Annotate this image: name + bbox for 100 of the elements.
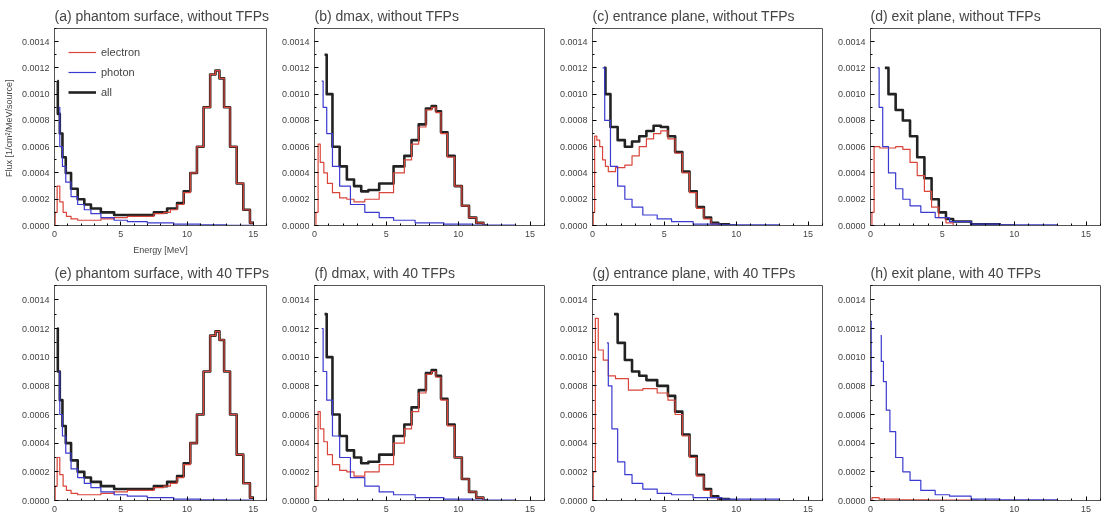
chart-title: (a) phantom surface, without TFPs xyxy=(54,7,269,24)
y-tick-label: 0.0010 xyxy=(281,89,310,100)
y-tick-label: 0.0006 xyxy=(21,141,50,152)
chart-title: (g) entrance plane, with 40 TFPs xyxy=(592,264,796,281)
y-tick-label: 0.0002 xyxy=(21,194,50,205)
chart-title: (c) entrance plane, without TFPs xyxy=(592,7,795,24)
y-tick-label: 0.0000 xyxy=(21,220,50,231)
y-tick-label: 0.0010 xyxy=(559,352,588,363)
y-tick-label: 0.0014 xyxy=(21,36,50,47)
y-tick-label: 0.0004 xyxy=(559,167,588,178)
y-tick-label: 0.0012 xyxy=(21,323,50,334)
x-tick-label: 0 xyxy=(590,228,596,239)
y-tick-label: 0.0004 xyxy=(837,167,866,178)
y-tick-label: 0.0008 xyxy=(837,380,866,391)
y-tick-label: 0.0000 xyxy=(21,495,50,506)
y-tick-label: 0.0012 xyxy=(559,323,588,334)
y-tick-label: 0.0012 xyxy=(559,62,588,73)
y-tick-label: 0.0002 xyxy=(559,466,588,477)
x-tick-label: 10 xyxy=(731,503,742,514)
y-tick-label: 0.0010 xyxy=(21,89,50,100)
y-tick-label: 0.0000 xyxy=(837,495,866,506)
y-tick-label: 0.0006 xyxy=(21,409,50,420)
x-tick-label: 15 xyxy=(803,228,814,239)
y-tick-label: 0.0010 xyxy=(21,352,50,363)
y-tick-label: 0.0000 xyxy=(837,220,866,231)
x-tick-label: 0 xyxy=(590,503,596,514)
y-tick-label: 0.0004 xyxy=(837,438,866,449)
y-tick-label: 0.0008 xyxy=(281,380,310,391)
y-tick-label: 0.0010 xyxy=(281,352,310,363)
x-axis-title: Energy [MeV] xyxy=(133,244,188,255)
y-tick-label: 0.0014 xyxy=(21,294,50,305)
y-tick-label: 0.0008 xyxy=(281,115,310,126)
y-tick-label: 0.0006 xyxy=(837,141,866,152)
y-tick-label: 0.0006 xyxy=(281,409,310,420)
x-tick-label: 5 xyxy=(118,503,124,514)
chart-title: (h) exit plane, with 40 TFPs xyxy=(870,264,1041,281)
y-tick-label: 0.0002 xyxy=(837,194,866,205)
chart-title: (f) dmax, with 40 TFPs xyxy=(314,264,456,281)
chart-title: (d) exit plane, without TFPs xyxy=(870,7,1041,24)
y-tick-label: 0.0002 xyxy=(559,194,588,205)
x-tick-label: 5 xyxy=(939,228,945,239)
y-tick-label: 0.0004 xyxy=(281,438,310,449)
x-tick-label: 5 xyxy=(383,503,389,514)
x-tick-label: 15 xyxy=(803,503,814,514)
legend-label: electron xyxy=(101,46,141,58)
x-tick-label: 10 xyxy=(181,503,193,514)
y-tick-label: 0.0006 xyxy=(837,409,866,420)
legend-label: photon xyxy=(101,66,135,78)
x-tick-label: 0 xyxy=(52,228,58,239)
y-tick-label: 0.0000 xyxy=(559,495,588,506)
x-tick-label: 10 xyxy=(453,503,464,514)
x-tick-label: 5 xyxy=(661,228,667,239)
chart-title: (e) phantom surface, with 40 TFPs xyxy=(54,264,269,281)
x-tick-label: 15 xyxy=(525,228,536,239)
y-tick-label: 0.0004 xyxy=(559,438,588,449)
x-tick-label: 10 xyxy=(181,228,193,239)
y-tick-label: 0.0010 xyxy=(837,89,866,100)
y-tick-label: 0.0012 xyxy=(281,62,310,73)
y-tick-label: 0.0010 xyxy=(837,352,866,363)
y-tick-label: 0.0012 xyxy=(837,323,866,334)
x-tick-label: 5 xyxy=(939,503,945,514)
y-tick-label: 0.0006 xyxy=(281,141,310,152)
legend-label: all xyxy=(101,86,113,98)
y-tick-label: 0.0008 xyxy=(21,380,50,391)
y-tick-label: 0.0012 xyxy=(21,62,50,73)
x-tick-label: 5 xyxy=(661,503,667,514)
x-tick-label: 0 xyxy=(868,228,874,239)
y-tick-label: 0.0014 xyxy=(559,294,588,305)
y-tick-label: 0.0004 xyxy=(281,167,310,178)
chart-title: (b) dmax, without TFPs xyxy=(314,7,459,24)
y-tick-label: 0.0004 xyxy=(21,438,50,449)
y-tick-label: 0.0000 xyxy=(559,220,588,231)
y-tick-label: 0.0014 xyxy=(559,36,588,47)
x-tick-label: 15 xyxy=(248,228,259,239)
x-tick-label: 15 xyxy=(1081,228,1092,239)
x-tick-label: 0 xyxy=(868,503,874,514)
y-tick-label: 0.0000 xyxy=(281,220,310,231)
y-tick-label: 0.0000 xyxy=(281,495,310,506)
x-tick-label: 0 xyxy=(52,503,58,514)
y-tick-label: 0.0008 xyxy=(559,115,588,126)
y-tick-label: 0.0012 xyxy=(281,323,310,334)
y-tick-label: 0.0006 xyxy=(559,409,588,420)
y-axis-title: Flux [1/cm²/MeV/source] xyxy=(3,79,14,178)
x-tick-label: 0 xyxy=(312,228,318,239)
y-tick-label: 0.0002 xyxy=(21,466,50,477)
y-tick-label: 0.0006 xyxy=(559,141,588,152)
y-tick-label: 0.0014 xyxy=(281,294,310,305)
y-tick-label: 0.0014 xyxy=(281,36,310,47)
y-tick-label: 0.0012 xyxy=(837,62,866,73)
y-tick-label: 0.0002 xyxy=(837,466,866,477)
x-tick-label: 5 xyxy=(383,228,389,239)
y-tick-label: 0.0004 xyxy=(21,167,50,178)
x-tick-label: 10 xyxy=(453,228,464,239)
x-tick-label: 5 xyxy=(118,228,124,239)
x-tick-label: 15 xyxy=(1081,503,1092,514)
x-tick-label: 0 xyxy=(312,503,318,514)
y-tick-label: 0.0008 xyxy=(837,115,866,126)
y-tick-label: 0.0014 xyxy=(837,294,866,305)
y-tick-label: 0.0002 xyxy=(281,466,310,477)
x-tick-label: 10 xyxy=(1009,228,1020,239)
